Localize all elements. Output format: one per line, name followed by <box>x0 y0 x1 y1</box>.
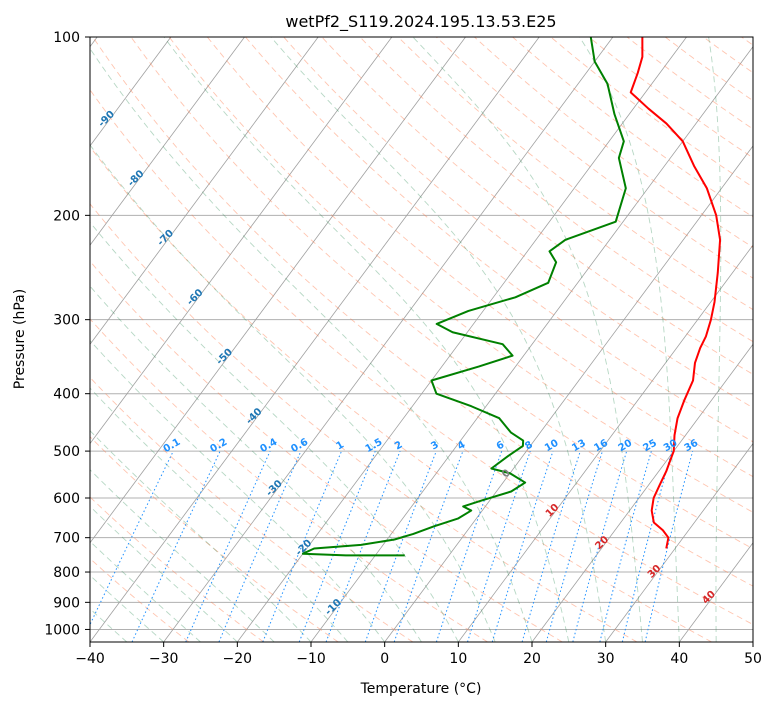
mixing-ratio-line <box>262 450 343 642</box>
y-tick-label: 100 <box>53 30 80 46</box>
mixing-ratio-line <box>393 450 464 642</box>
isotherm-line <box>237 37 687 642</box>
y-tick-label: 200 <box>53 208 80 224</box>
moist-adiabat-line <box>90 430 312 642</box>
isotherm-line <box>90 37 393 445</box>
y-tick-label: 800 <box>53 565 80 581</box>
moist-adiabat-line <box>90 339 386 642</box>
dry-adiabat-line <box>130 37 753 550</box>
mixing-ratio-label: 8 <box>523 439 535 452</box>
dry-adiabat-line <box>90 376 414 642</box>
x-axis-label: Temperature (°C) <box>360 681 482 697</box>
x-tick-label: 40 <box>670 651 688 667</box>
x-tick-label: −10 <box>296 651 326 667</box>
mixing-ratio-label: 3 <box>429 439 441 452</box>
mixing-ratio-label: 6 <box>495 439 507 452</box>
moist-adiabat-line <box>90 221 459 642</box>
dry-adiabat-line <box>168 37 753 513</box>
isotherm-line <box>458 244 753 642</box>
y-tick-label: 900 <box>53 595 80 611</box>
dry-adiabat-line <box>206 37 753 478</box>
dry-adiabat-line <box>90 203 638 642</box>
y-tick-label: 300 <box>53 313 80 329</box>
dry-adiabat-line <box>512 37 753 218</box>
mixing-ratio-label: 1 <box>335 439 347 452</box>
isotherm-line <box>605 442 753 642</box>
isotherm-line <box>384 145 753 642</box>
moist-adiabat-line <box>90 387 349 642</box>
mixing-ratio-line <box>185 450 271 642</box>
mixing-ratio-line <box>572 450 628 642</box>
x-tick-label: 0 <box>380 651 389 667</box>
mixing-ratio-line <box>491 450 554 642</box>
x-tick-label: 10 <box>449 651 467 667</box>
moist-adiabat-line <box>90 144 496 642</box>
mixing-ratio-line <box>298 450 376 642</box>
mixing-ratio-label: 4 <box>456 439 468 452</box>
dry-adiabat-line <box>92 37 753 587</box>
x-tick-label: 20 <box>523 651 541 667</box>
mixing-ratio-line <box>621 450 673 642</box>
chart-title: wetPf2_S119.2024.195.13.53.E25 <box>285 12 556 32</box>
x-tick-label: −30 <box>149 651 179 667</box>
dry-adiabat-line <box>283 37 753 409</box>
moist-adiabat-line <box>90 285 422 642</box>
x-tick-label: −20 <box>223 651 253 667</box>
x-tick-label: 30 <box>597 651 615 667</box>
series-layer <box>301 37 722 557</box>
x-tick-label: −40 <box>75 651 105 667</box>
isotherm-line <box>163 37 614 642</box>
x-tick-label: 50 <box>744 651 762 667</box>
plot-area <box>90 37 753 642</box>
dry-adiabat-line <box>90 146 712 642</box>
mixing-ratio-line <box>364 450 437 642</box>
y-tick-label: 1000 <box>44 622 80 638</box>
mixing-ratio-line <box>521 450 581 642</box>
moist-adiabat-line <box>412 37 643 642</box>
dry-adiabat-line <box>321 37 753 375</box>
moist-adiabat-line <box>270 37 607 642</box>
mixing-ratio-label: 2 <box>393 439 405 452</box>
isotherm-line <box>90 37 245 246</box>
mixing-ratio-line <box>545 450 603 642</box>
mixing-ratio-line <box>435 450 503 642</box>
y-tick-label: 600 <box>53 491 80 507</box>
mixing-ratio-line <box>218 450 302 642</box>
mixing-ratio-line <box>644 450 694 642</box>
mixing-ratio-line <box>599 450 652 642</box>
dry-adiabat-line <box>474 37 753 248</box>
temperature-profile-line <box>629 37 722 549</box>
y-tick-label: 700 <box>53 531 80 547</box>
isotherm-line <box>90 37 466 544</box>
moist-adiabat-line <box>579 37 680 642</box>
isotherm-line <box>90 37 319 346</box>
mixing-ratio-line <box>467 450 531 642</box>
dry-adiabat-line <box>588 37 753 159</box>
y-axis-label: Pressure (hPa) <box>12 289 28 389</box>
y-tick-label: 500 <box>53 444 80 460</box>
y-tick-label: 400 <box>53 387 80 403</box>
mixing-ratio-line <box>325 450 401 642</box>
isotherm-line <box>90 37 540 642</box>
dry-adiabat-line <box>90 260 563 642</box>
dry-adiabat-line <box>90 89 753 626</box>
moist-adiabat-line <box>708 37 722 642</box>
isotherm-line <box>90 37 172 147</box>
dry-adiabat-line <box>90 496 264 642</box>
plot-frame <box>89 36 754 643</box>
isotherm-line <box>531 343 753 642</box>
dry-adiabat-line <box>359 37 753 343</box>
moist-adiabat-line <box>163 37 570 642</box>
ticks-layer: −40 −30 −20 −10 0 10 20 30 40 50 100 200 300 400 500 60… <box>44 30 762 667</box>
grid-layer <box>90 37 753 642</box>
dewpoint-profile-line <box>301 37 627 557</box>
